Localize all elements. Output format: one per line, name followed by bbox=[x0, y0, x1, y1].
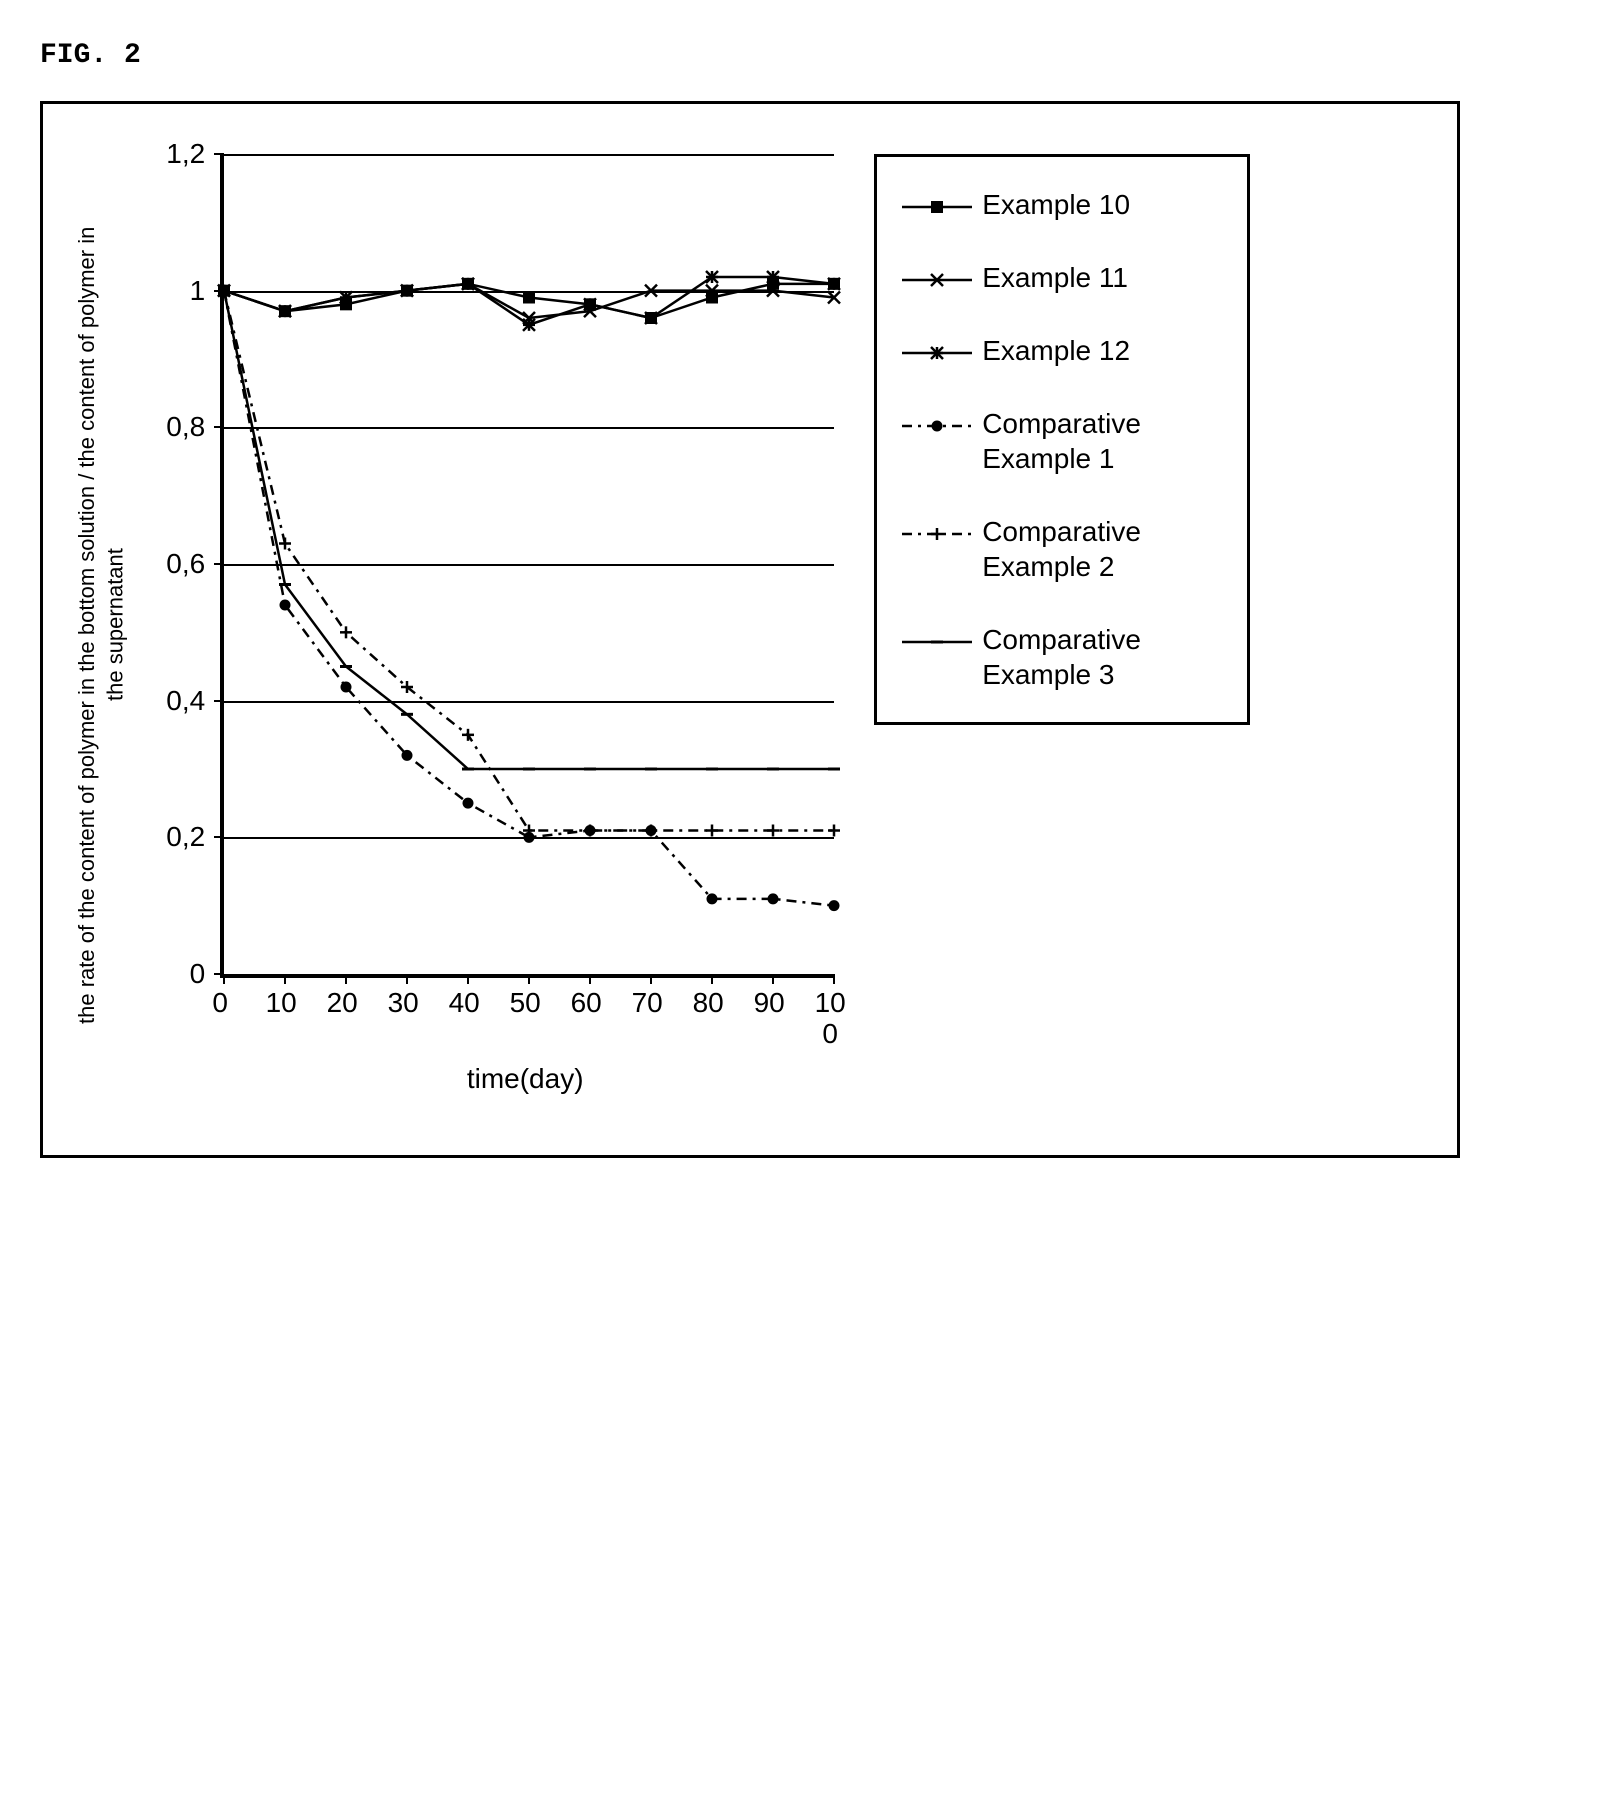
series-marker bbox=[279, 305, 291, 317]
y-tick-mark bbox=[214, 290, 224, 292]
legend-symbol bbox=[902, 411, 972, 441]
gridline bbox=[224, 291, 834, 293]
x-tick-label: 10 bbox=[266, 988, 297, 1019]
x-tick-mark bbox=[650, 974, 652, 984]
series-line bbox=[224, 291, 834, 831]
legend-item: Comparative Example 3 bbox=[902, 622, 1222, 692]
x-tick-label: 0 bbox=[212, 988, 228, 1019]
series-line bbox=[224, 291, 834, 769]
series-marker bbox=[706, 825, 718, 837]
series-marker bbox=[341, 682, 352, 693]
legend-symbol bbox=[902, 519, 972, 549]
plot-area bbox=[220, 154, 834, 978]
x-tick-mark bbox=[833, 974, 835, 984]
x-tick-mark bbox=[345, 974, 347, 984]
series-line bbox=[224, 291, 834, 906]
legend-label: Example 12 bbox=[982, 333, 1130, 368]
series-marker bbox=[767, 825, 779, 837]
legend-item: Example 12 bbox=[902, 333, 1222, 368]
gridline bbox=[224, 701, 834, 703]
series-marker bbox=[706, 271, 718, 283]
legend-label: Comparative Example 3 bbox=[982, 622, 1222, 692]
legend-symbol bbox=[902, 338, 972, 368]
x-tick-mark bbox=[406, 974, 408, 984]
chart-box: the rate of the content of polymer in th… bbox=[40, 101, 1460, 1158]
legend-item: Example 11 bbox=[902, 260, 1222, 295]
legend-symbol bbox=[902, 192, 972, 222]
series-marker bbox=[402, 750, 413, 761]
legend-label: Comparative Example 1 bbox=[982, 406, 1222, 476]
plot-wrapper: 1,210,80,60,40,20 0102030405060708090100… bbox=[145, 154, 834, 1095]
x-tick-mark bbox=[467, 974, 469, 984]
y-ticks: 1,210,80,60,40,20 bbox=[145, 154, 205, 974]
x-tick-mark bbox=[711, 974, 713, 984]
x-tick-label: 70 bbox=[632, 988, 663, 1019]
legend-label: Example 11 bbox=[982, 260, 1128, 295]
series-marker bbox=[279, 538, 291, 550]
chart-container: the rate of the content of polymer in th… bbox=[73, 154, 1427, 1095]
series-marker bbox=[523, 292, 535, 304]
legend-label: Comparative Example 2 bbox=[982, 514, 1222, 584]
series-marker bbox=[645, 825, 657, 837]
legend-symbol bbox=[902, 627, 972, 657]
x-tick-label: 80 bbox=[693, 988, 724, 1019]
series-marker bbox=[645, 312, 657, 324]
series-marker bbox=[523, 319, 535, 331]
x-tick-mark bbox=[284, 974, 286, 984]
gridline bbox=[224, 564, 834, 566]
y-tick-mark bbox=[214, 153, 224, 155]
legend-symbol bbox=[902, 265, 972, 295]
series-marker bbox=[340, 626, 352, 638]
x-tick-label: 40 bbox=[449, 988, 480, 1019]
x-tick-label: 90 bbox=[754, 988, 785, 1019]
x-tick-mark bbox=[589, 974, 591, 984]
series-marker bbox=[828, 825, 840, 837]
x-tick-label: 100 bbox=[815, 988, 846, 1050]
x-tick-label: 50 bbox=[510, 988, 541, 1019]
series-marker bbox=[584, 298, 596, 310]
y-tick-mark bbox=[214, 836, 224, 838]
gridline bbox=[224, 837, 834, 839]
y-axis-label: the rate of the content of polymer in th… bbox=[73, 225, 130, 1025]
x-tick-mark bbox=[223, 974, 225, 984]
series-marker bbox=[462, 729, 474, 741]
legend-item: Comparative Example 2 bbox=[902, 514, 1222, 584]
series-marker bbox=[829, 900, 840, 911]
y-tick-mark bbox=[214, 563, 224, 565]
series-marker bbox=[280, 600, 291, 611]
series-marker bbox=[768, 893, 779, 904]
series-marker bbox=[707, 893, 718, 904]
legend-item: Example 10 bbox=[902, 187, 1222, 222]
figure-label: FIG. 2 bbox=[40, 40, 1567, 71]
x-tick-mark bbox=[772, 974, 774, 984]
gridline bbox=[224, 427, 834, 429]
series-marker bbox=[584, 825, 596, 837]
x-tick-mark bbox=[528, 974, 530, 984]
x-axis-label: time(day) bbox=[220, 1063, 830, 1095]
series-marker bbox=[828, 278, 840, 290]
legend-label: Example 10 bbox=[982, 187, 1130, 222]
legend-item: Comparative Example 1 bbox=[902, 406, 1222, 476]
series-marker bbox=[767, 271, 779, 283]
y-tick-mark bbox=[214, 700, 224, 702]
y-tick-mark bbox=[214, 426, 224, 428]
x-tick-label: 20 bbox=[327, 988, 358, 1019]
series-marker bbox=[463, 798, 474, 809]
x-tick-label: 60 bbox=[571, 988, 602, 1019]
gridline bbox=[224, 154, 834, 156]
series-marker bbox=[462, 278, 474, 290]
x-tick-label: 30 bbox=[388, 988, 419, 1019]
series-marker bbox=[340, 292, 352, 304]
legend: Example 10 Example 11 Example 12 Comparativ… bbox=[874, 154, 1250, 725]
